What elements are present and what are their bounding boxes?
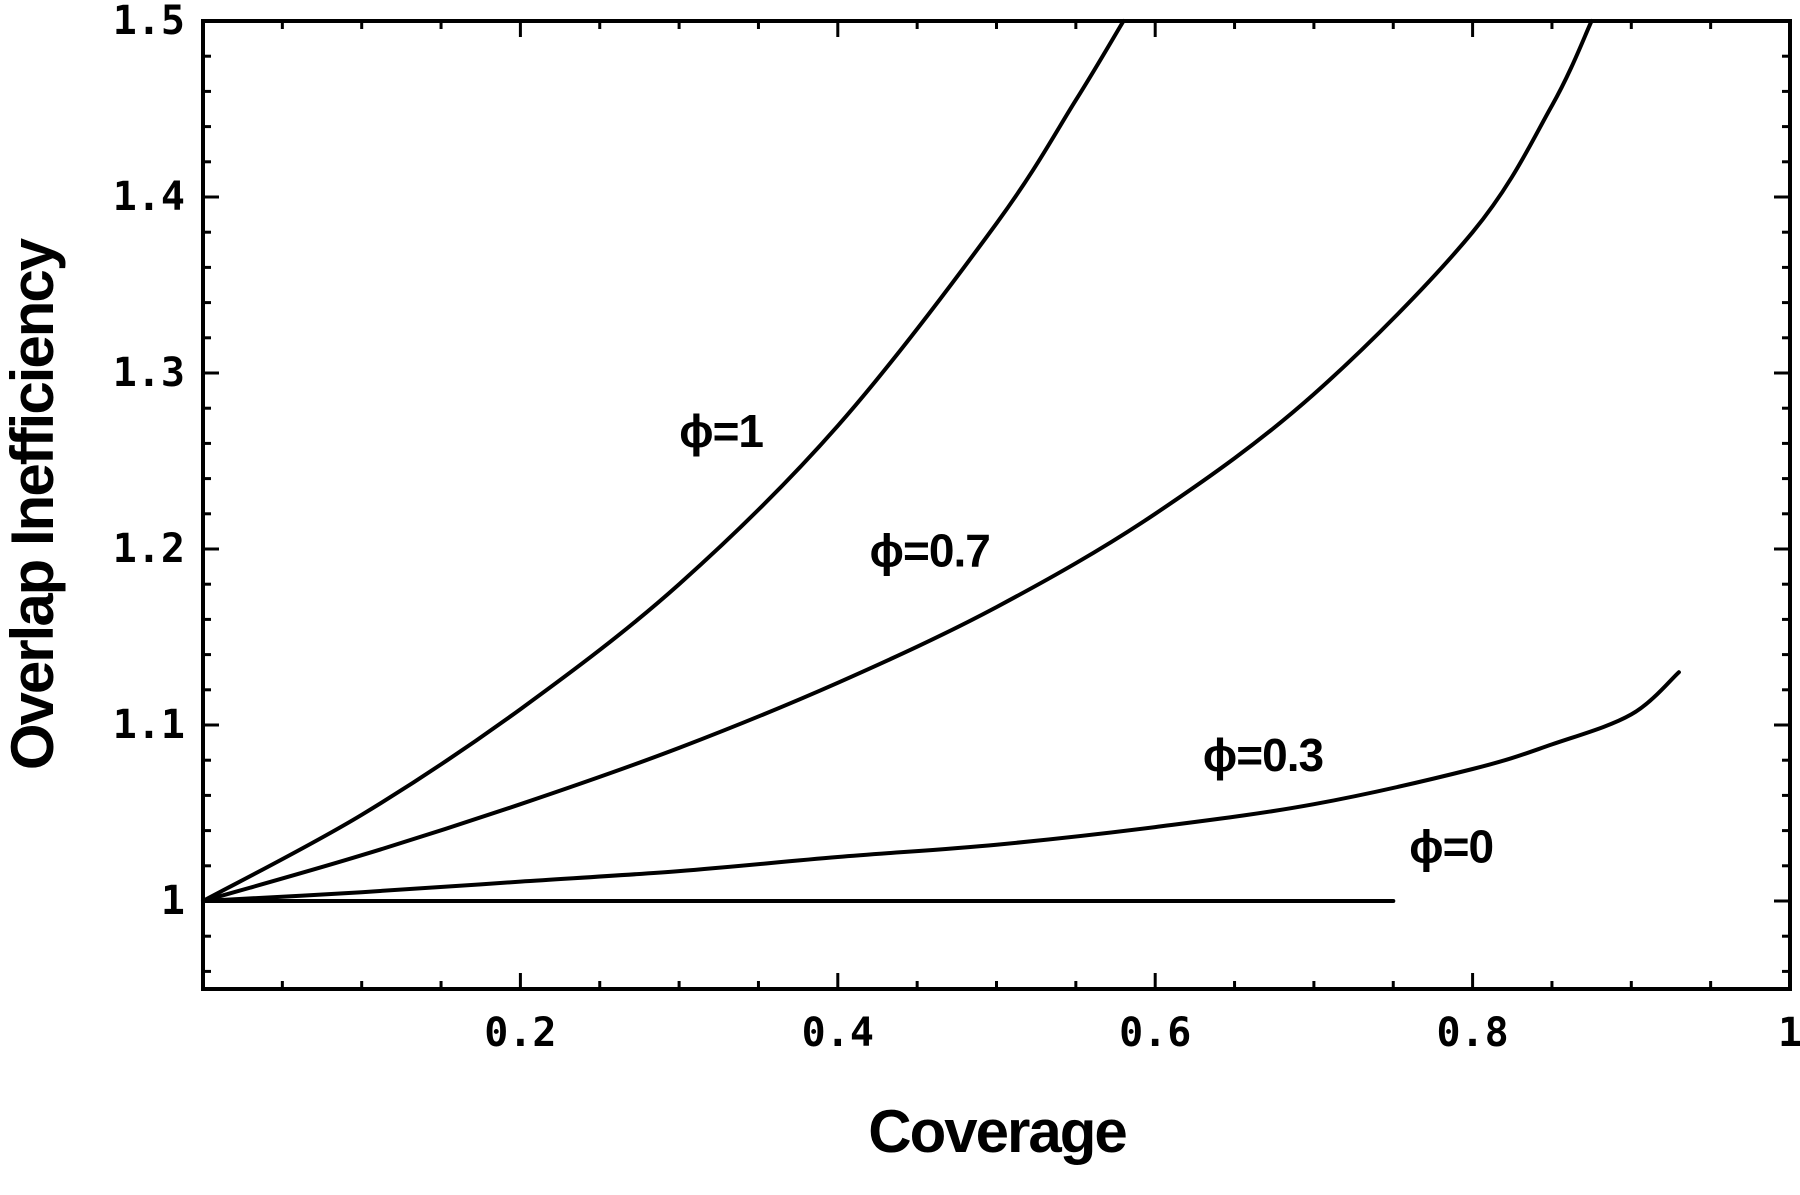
y-axis-ticks: 1 1.1 1.2 1.3 1.4 1.5 [113, 0, 1790, 973]
x-axis-ticks: 0.2 0.4 0.6 0.8 1 [280, 21, 1800, 1056]
y-tick-label: 1.1 [113, 702, 185, 748]
y-tick-label: 1.3 [113, 350, 185, 396]
x-tick-label: 0.4 [802, 1010, 874, 1056]
y-tick-label: 1 [161, 878, 185, 924]
y-axis-title: Overlap Inefficiency [0, 237, 66, 770]
y-tick-label: 1.4 [113, 174, 185, 220]
x-axis-title: Coverage [868, 1098, 1126, 1165]
y-tick-label: 1.2 [113, 526, 185, 572]
x-tick-label: 0.2 [484, 1010, 556, 1056]
curve-labels: ϕ=1 ϕ=0.7 ϕ=0.3 ϕ=0 [679, 405, 1494, 872]
curve-label: ϕ=0.7 [870, 525, 990, 577]
x-tick-label: 0.6 [1119, 1010, 1191, 1056]
series-line-1 [201, 19, 1594, 903]
series-lines [201, 19, 1681, 903]
x-tick-label: 1 [1778, 1010, 1800, 1056]
curve-label: ϕ=0.3 [1203, 729, 1323, 781]
curve-label: ϕ=1 [679, 405, 763, 457]
series-line-0 [201, 19, 1126, 903]
x-tick-label: 0.8 [1436, 1010, 1508, 1056]
y-tick-label: 1.5 [113, 0, 185, 44]
curve-label: ϕ=0 [1409, 820, 1493, 872]
series-line-2 [201, 670, 1681, 903]
